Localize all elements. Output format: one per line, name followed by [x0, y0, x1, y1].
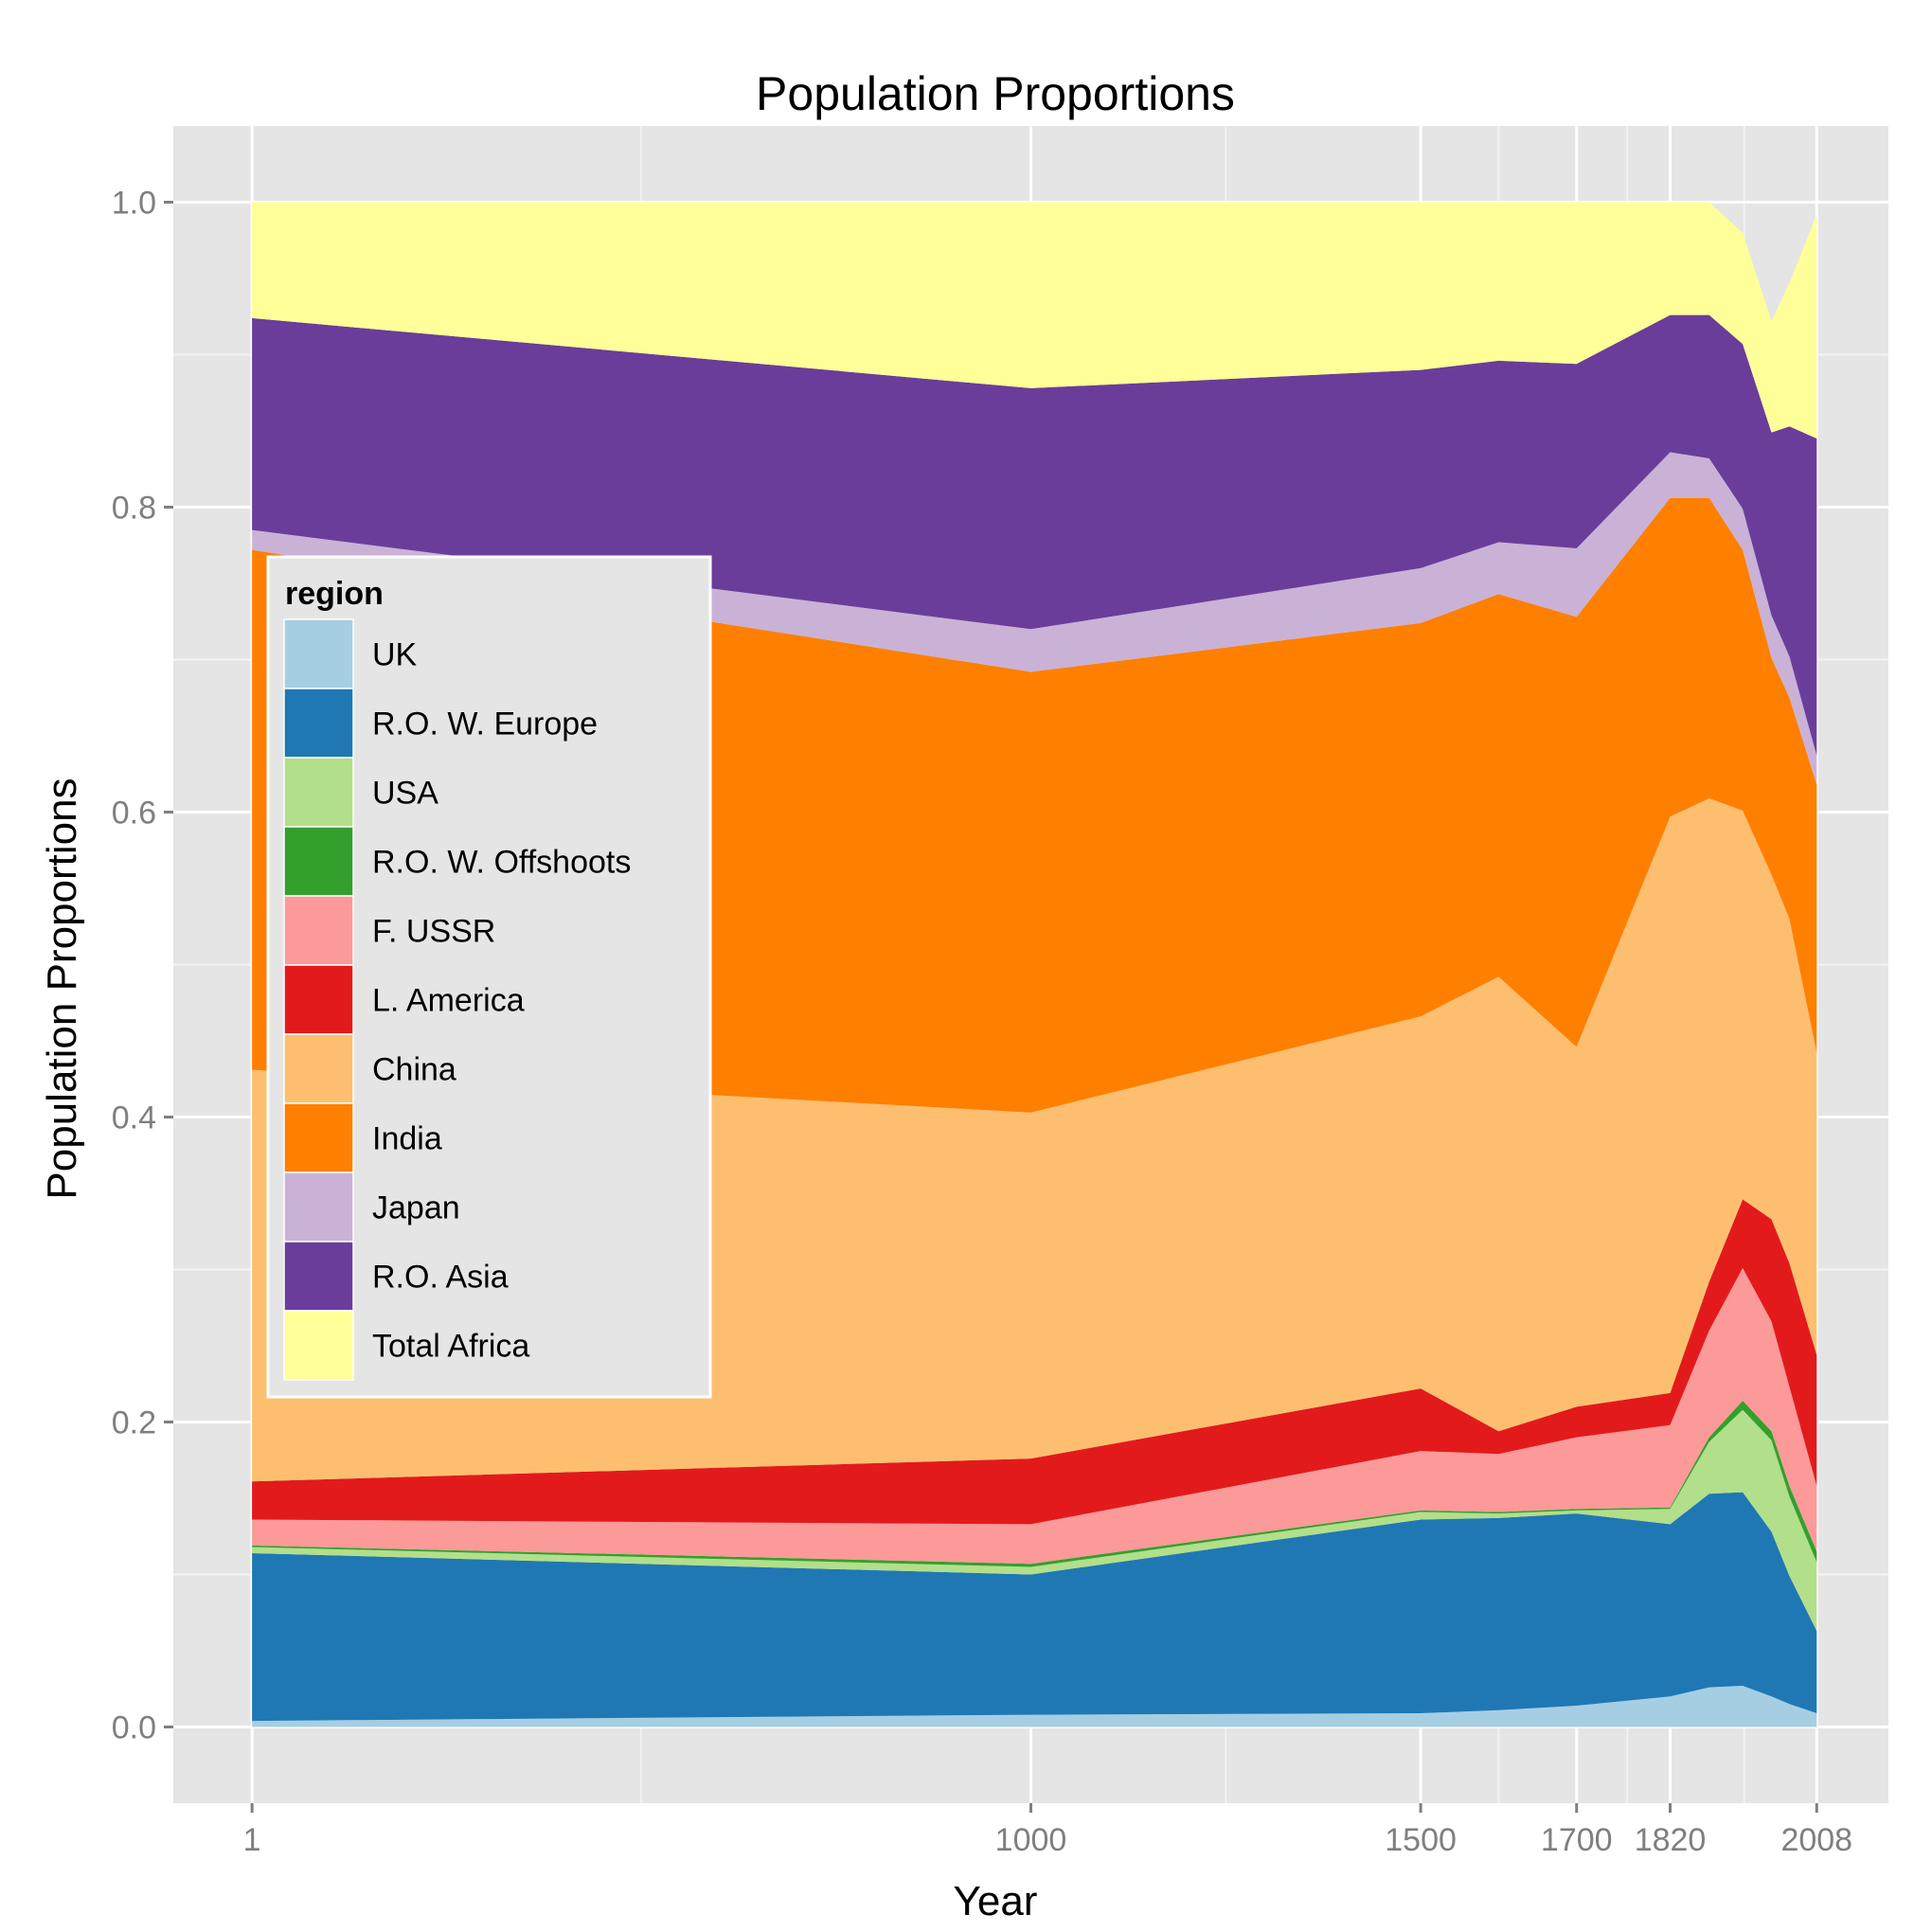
legend-key-r-o-asia	[283, 1241, 354, 1312]
legend-key-china	[283, 1033, 354, 1104]
legend-key-japan	[283, 1172, 354, 1243]
area-total-africa	[252, 202, 1817, 438]
legend-key-r-o-w-europe	[283, 688, 354, 759]
area-uk	[252, 1686, 1817, 1727]
legend-label-r-o-asia: R.O. Asia	[372, 1260, 509, 1296]
legend-label-india: India	[372, 1121, 442, 1157]
axes: 0.0 0.2 0.4 0.6 0.8 1.0 1 1000 1500 1700 1820 2008	[112, 186, 1852, 1859]
legend-label-total-africa: Total Africa	[372, 1329, 529, 1365]
y-tick-label: 0.6	[112, 796, 156, 832]
x-tick-label: 2008	[1780, 1822, 1852, 1858]
area-r-o-w-europe	[252, 1492, 1817, 1722]
x-tick-label: 1500	[1385, 1822, 1457, 1858]
legend-key-r-o-w-offshoots	[283, 826, 354, 897]
area-japan	[252, 452, 1817, 785]
legend-label-l-america: L. America	[372, 983, 525, 1019]
y-tick-label: 0.2	[112, 1405, 156, 1441]
legend-key-india	[283, 1102, 354, 1173]
chart-title: Population Proportions	[756, 67, 1235, 120]
legend: region UK R.O. W. Europe USA R.O. W. Offshoo…	[266, 555, 712, 1399]
legend-label-r-o-w-europe: R.O. W. Europe	[372, 707, 598, 742]
area-r-o-w-offshoots	[252, 1401, 1817, 1567]
legend-key-f-ussr	[283, 895, 354, 966]
y-tick-label: 1.0	[112, 186, 156, 222]
legend-key-uk	[283, 618, 354, 689]
y-axis-label: Population Proportions	[39, 778, 85, 1199]
x-axis-label: Year	[954, 1878, 1038, 1924]
area-l-america	[252, 1199, 1817, 1525]
legend-label-f-ussr: F. USSR	[372, 914, 495, 950]
legend-label-uk: UK	[372, 637, 418, 673]
legend-key-l-america	[283, 964, 354, 1035]
area-f-ussr	[252, 1267, 1817, 1565]
legend-label-usa: USA	[372, 776, 438, 812]
x-tick-label: 1000	[995, 1822, 1067, 1858]
legend-label-r-o-w-offshoots: R.O. W. Offshoots	[372, 845, 631, 881]
legend-label-china: China	[372, 1052, 456, 1088]
legend-title: region	[285, 576, 384, 612]
area-r-o-asia	[252, 314, 1817, 756]
x-tick-label: 1	[243, 1822, 261, 1858]
legend-key-usa	[283, 757, 354, 828]
x-tick-label: 1820	[1635, 1822, 1707, 1858]
legend-key-total-africa	[283, 1310, 354, 1381]
y-tick-label: 0.8	[112, 491, 156, 527]
y-tick-label: 0.4	[112, 1100, 156, 1136]
x-tick-label: 1700	[1541, 1822, 1613, 1858]
y-tick-label: 0.0	[112, 1710, 156, 1746]
legend-label-japan: Japan	[372, 1190, 460, 1226]
